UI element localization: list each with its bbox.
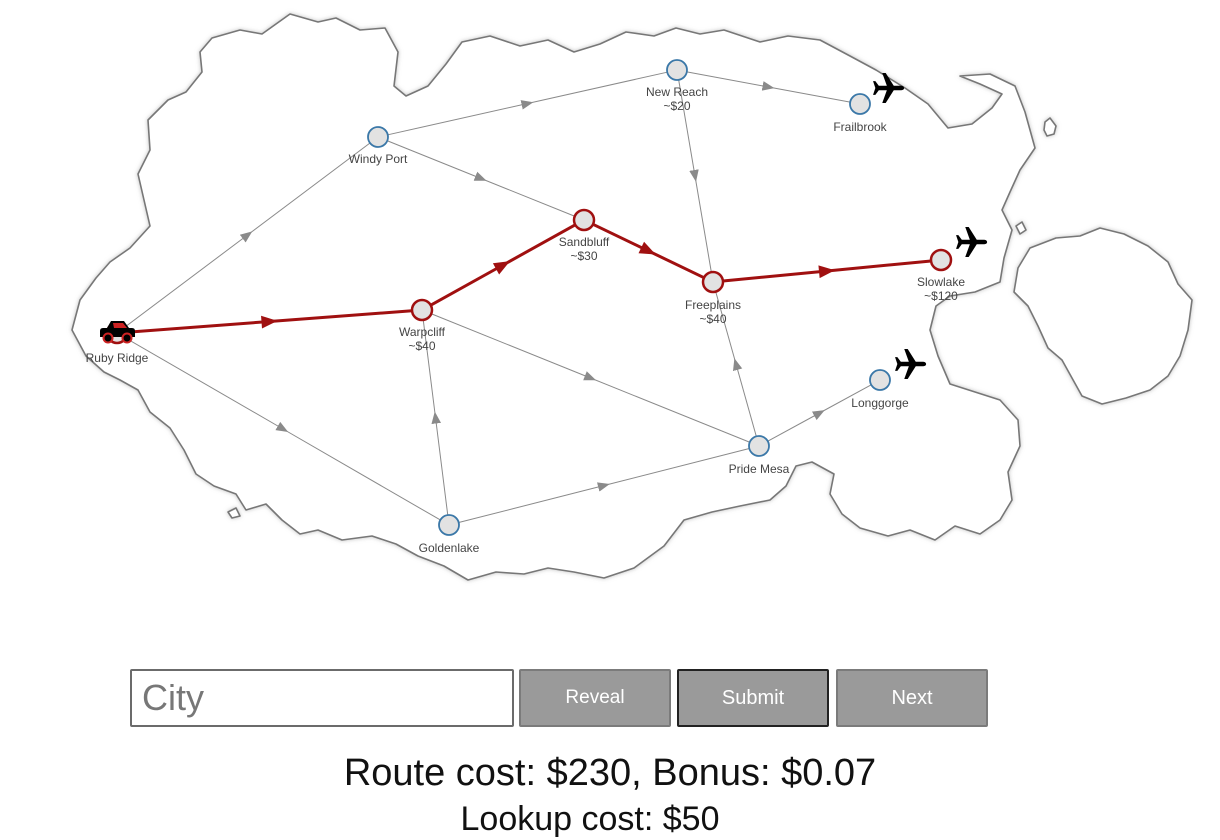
landmass: [71, 13, 1193, 581]
city-marker[interactable]: [701, 270, 725, 294]
road-new-reach-to-frailbrook: [686, 71, 851, 103]
road-windy-port-to-new-reach: [387, 71, 668, 136]
west-islet: [227, 507, 241, 519]
city-name-label: Windy Port: [349, 152, 408, 166]
city-node-warpcliff[interactable]: Warpcliff~$40: [399, 298, 446, 353]
road-pride-mesa-to-freeplains: [715, 291, 757, 437]
road-goldenlake-to-warpcliff: [422, 319, 449, 516]
airplane-icon: [956, 227, 988, 257]
city-node-sandbluff[interactable]: Sandbluff~$30: [559, 208, 610, 263]
city-name-label: Warpcliff: [399, 325, 446, 339]
city-name-label: Sandbluff: [559, 235, 610, 249]
road-sandbluff-to-freeplains: [592, 222, 705, 280]
city-node-longgorge[interactable]: Longgorge: [851, 349, 927, 410]
road-pride-mesa-to-longgorge: [767, 384, 872, 442]
city-input[interactable]: [130, 669, 514, 727]
city-marker[interactable]: [572, 208, 596, 232]
road-ruby-ridge-to-warpcliff: [126, 309, 413, 334]
reveal-button[interactable]: Reveal: [519, 669, 671, 727]
city-cost-label: ~$120: [924, 289, 958, 303]
city-marker[interactable]: [367, 126, 389, 148]
city-name-label: Longgorge: [851, 396, 909, 410]
city-marker[interactable]: [849, 93, 871, 115]
city-name-label: Frailbrook: [833, 120, 887, 134]
city-node-slowlake[interactable]: Slowlake~$120: [917, 227, 988, 303]
airplane-icon: [873, 73, 905, 103]
road-warpcliff-to-pride-mesa: [431, 313, 750, 443]
city-node-freeplains[interactable]: Freeplains~$40: [685, 270, 741, 326]
city-node-goldenlake[interactable]: Goldenlake: [419, 514, 480, 555]
tiny-islet: [1015, 221, 1027, 235]
lookup-cost-text: Lookup cost: $50: [460, 800, 720, 838]
city-node-frailbrook[interactable]: Frailbrook: [833, 73, 905, 134]
airplane-icon: [895, 349, 927, 379]
city-marker[interactable]: [748, 435, 770, 457]
city-node-pride-mesa[interactable]: Pride Mesa: [729, 435, 790, 476]
city-marker[interactable]: [666, 59, 688, 81]
road-goldenlake-to-pride-mesa: [458, 447, 750, 524]
city-name-label: Goldenlake: [419, 541, 480, 555]
city-node-windy-port[interactable]: Windy Port: [349, 126, 408, 166]
city-cost-label: ~$20: [663, 99, 690, 113]
city-name-label: Ruby Ridge: [86, 351, 149, 365]
route-cost-text: Route cost: $230, Bonus: $0.07: [343, 752, 877, 794]
road-ruby-ridge-to-goldenlake: [125, 337, 441, 521]
east-island: [1013, 227, 1193, 405]
road-ruby-ridge-to-windy-port: [124, 142, 371, 328]
city-name-label: Slowlake: [917, 275, 965, 289]
city-marker[interactable]: [869, 369, 891, 391]
next-button[interactable]: Next: [836, 669, 988, 727]
main-continent: [71, 13, 1036, 581]
roads-layer: [124, 71, 932, 524]
controls-bar: Reveal Submit Next: [130, 669, 990, 727]
small-islet: [1043, 117, 1057, 137]
car-icon: [100, 321, 135, 344]
city-marker[interactable]: [929, 248, 953, 272]
city-cost-label: ~$40: [699, 312, 726, 326]
city-name-label: Pride Mesa: [729, 462, 790, 476]
submit-button[interactable]: Submit: [677, 669, 829, 727]
cities-layer: Ruby Ridge Windy Port New Reach~$20 Frailbr…: [86, 59, 988, 555]
city-node-new-reach[interactable]: New Reach~$20: [646, 59, 708, 113]
city-marker[interactable]: [410, 298, 434, 322]
city-name-label: New Reach: [646, 85, 708, 99]
city-marker[interactable]: [438, 514, 460, 536]
road-new-reach-to-freeplains: [678, 79, 712, 273]
city-name-label: Freeplains: [685, 298, 741, 312]
road-freeplains-to-slowlake: [722, 259, 932, 283]
road-warpcliff-to-sandbluff: [430, 223, 576, 307]
city-node-ruby-ridge[interactable]: Ruby Ridge: [86, 321, 149, 365]
city-cost-label: ~$40: [408, 339, 435, 353]
road-windy-port-to-sandbluff: [387, 140, 575, 217]
route-map: Ruby Ridge Windy Port New Reach~$20 Frailbr…: [71, 13, 1193, 581]
city-cost-label: ~$30: [570, 249, 597, 263]
